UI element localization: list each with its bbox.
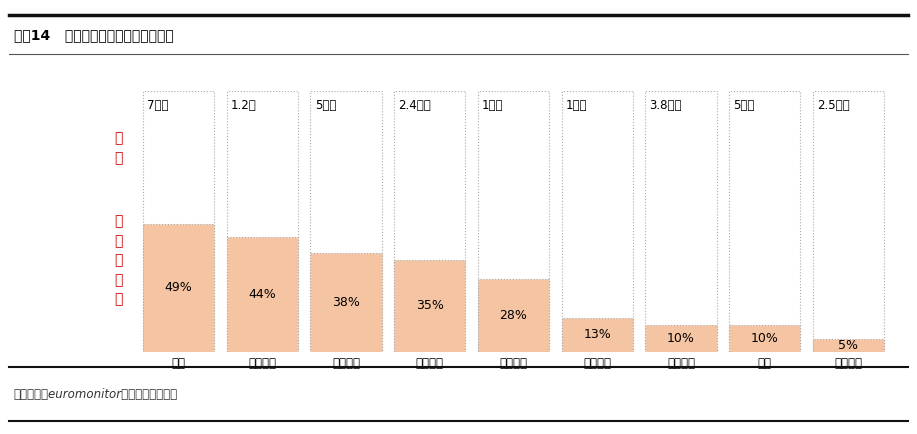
FancyBboxPatch shape: [646, 91, 716, 352]
Text: 1万亿: 1万亿: [482, 99, 503, 112]
Text: 图表14   各品类行业规模和电商渗透率: 图表14 各品类行业规模和电商渗透率: [14, 28, 173, 42]
Text: 5万亿: 5万亿: [734, 99, 755, 112]
FancyBboxPatch shape: [812, 91, 884, 352]
FancyBboxPatch shape: [143, 91, 215, 352]
FancyBboxPatch shape: [478, 279, 549, 352]
FancyBboxPatch shape: [562, 318, 633, 352]
Text: 28%: 28%: [500, 309, 527, 322]
Text: 规
模: 规 模: [114, 132, 123, 165]
FancyBboxPatch shape: [646, 326, 716, 352]
Text: 7千亿: 7千亿: [148, 99, 169, 112]
Text: 35%: 35%: [415, 299, 444, 312]
Text: 5千亿: 5千亿: [315, 99, 336, 112]
Text: 资料来源：euromonitor，平安证券研究所: 资料来源：euromonitor，平安证券研究所: [14, 388, 178, 401]
FancyBboxPatch shape: [394, 91, 466, 352]
Text: 3.8万亿: 3.8万亿: [649, 99, 682, 112]
Text: 1万亿: 1万亿: [566, 99, 588, 112]
FancyBboxPatch shape: [311, 91, 381, 352]
FancyBboxPatch shape: [394, 260, 466, 352]
Text: 1.2亿: 1.2亿: [231, 99, 257, 112]
Text: 44%: 44%: [249, 288, 276, 301]
FancyBboxPatch shape: [311, 253, 381, 352]
Text: 38%: 38%: [332, 296, 360, 309]
Text: 10%: 10%: [751, 332, 779, 345]
Text: 2.4万亿: 2.4万亿: [398, 99, 431, 112]
FancyBboxPatch shape: [226, 91, 298, 352]
FancyBboxPatch shape: [143, 224, 215, 352]
Text: 49%: 49%: [165, 281, 193, 294]
Text: 13%: 13%: [583, 328, 611, 341]
FancyBboxPatch shape: [729, 91, 801, 352]
Text: 电
商
渗
透
率: 电 商 渗 透 率: [114, 214, 123, 306]
FancyBboxPatch shape: [729, 326, 801, 352]
FancyBboxPatch shape: [226, 237, 298, 352]
Text: 5%: 5%: [838, 339, 858, 352]
Text: 10%: 10%: [667, 332, 695, 345]
FancyBboxPatch shape: [562, 91, 633, 352]
FancyBboxPatch shape: [478, 91, 549, 352]
Text: 2.5万亿: 2.5万亿: [817, 99, 850, 112]
FancyBboxPatch shape: [812, 339, 884, 352]
